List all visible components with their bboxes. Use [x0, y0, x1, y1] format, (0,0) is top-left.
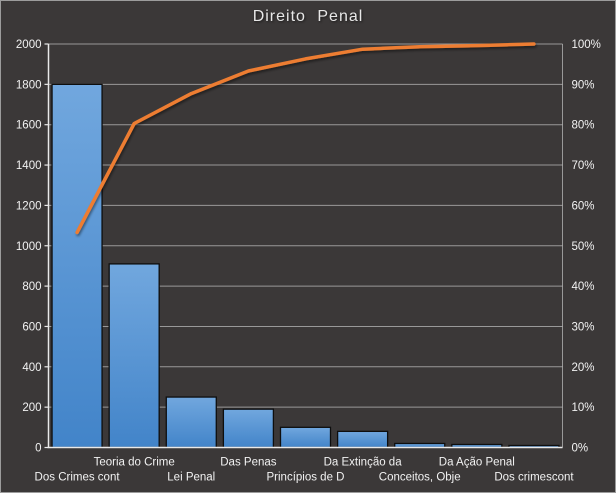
percent-axis-tick-label: 50% — [572, 241, 595, 253]
percent-axis-tick-label: 20% — [572, 362, 595, 374]
y-axis-tick-label: 600 — [22, 321, 41, 333]
percent-axis-tick-label: 70% — [572, 160, 595, 172]
pareto-bar — [108, 263, 160, 449]
percent-axis-tick-label: 90% — [572, 79, 595, 91]
category-label: Da Extinção da — [324, 457, 403, 469]
percent-axis-tick-label: 10% — [572, 402, 595, 414]
category-label: Lei Penal — [167, 472, 215, 484]
pareto-bar — [51, 83, 103, 449]
percent-axis-tick-label: 40% — [572, 281, 595, 293]
y-axis-tick-label: 400 — [22, 362, 41, 374]
y-axis-tick-label: 0 — [35, 443, 41, 455]
pareto-bar — [336, 430, 389, 449]
y-axis-tick-label: 200 — [22, 402, 41, 414]
category-label: Das Penas — [220, 457, 277, 469]
y-axis-tick-label: 1400 — [16, 160, 42, 172]
y-axis-tick-label: 2000 — [16, 39, 42, 51]
chart-title: Direito Penal — [252, 8, 364, 25]
percent-axis-tick-label: 80% — [572, 120, 595, 132]
percent-axis-tick-label: 0% — [572, 443, 589, 455]
y-axis-tick-label: 1800 — [16, 79, 42, 91]
category-label: Da Ação Penal — [439, 457, 515, 469]
category-label: Dos Crimes cont — [35, 472, 121, 484]
category-label: Dos crimescont — [494, 472, 574, 484]
percent-axis-tick-label: 100% — [572, 39, 601, 51]
y-axis-tick-label: 1600 — [16, 120, 42, 132]
y-axis-tick-label: 1000 — [16, 241, 42, 253]
pareto-bar — [165, 396, 217, 449]
pareto-bar — [222, 408, 275, 449]
category-label: Teoria do Crime — [94, 457, 175, 469]
category-label: Conceitos, Obje — [379, 472, 461, 484]
y-axis-tick-label: 1200 — [16, 200, 42, 212]
percent-axis-tick-label: 60% — [572, 200, 595, 212]
cumulative-percent-line — [75, 42, 536, 235]
percent-axis-tick-label: 30% — [572, 321, 595, 333]
pareto-bar — [279, 426, 332, 449]
category-label: Princípios de D — [267, 472, 345, 484]
y-axis-tick-label: 800 — [22, 281, 41, 293]
